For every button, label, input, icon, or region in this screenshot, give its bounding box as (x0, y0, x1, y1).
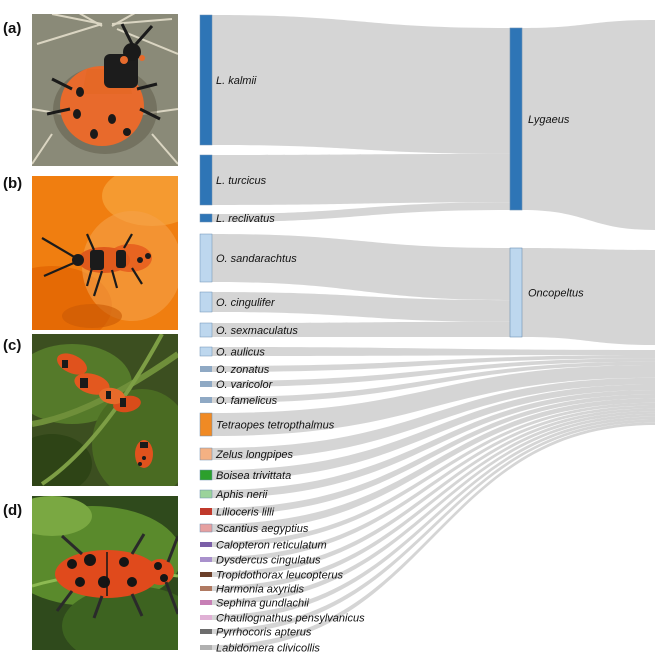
link-zelus-longpipes (212, 377, 655, 460)
node-pyrrhocoris-apterus (200, 629, 212, 634)
link-o-famelicus (212, 361, 655, 403)
link-scantius-aegyptius (212, 398, 655, 532)
link-o-aulicus (212, 347, 655, 356)
node-lilioceris-lilli (200, 508, 212, 515)
link-l-turcicus (212, 153, 510, 205)
node-calopteron-reticulatum (200, 542, 212, 547)
node-label-l-turcicus: L. turcicus (216, 175, 267, 187)
node-tropidothorax-leucopterus (200, 572, 212, 577)
node-zelus-longpipes (199, 447, 213, 461)
node-label-lilioceris-lilli: Lilioceris lilli (216, 507, 275, 519)
node-label-l-reclivatus: L. reclivatus (216, 213, 275, 225)
link-calopteron-reticulatum (212, 402, 655, 547)
node-o-sexmaculatus (199, 322, 213, 338)
node-label-tetraopes-tetropthalmus: Tetraopes tetropthalmus (216, 420, 335, 432)
link-o-cingulifer (212, 292, 510, 322)
node-label-l-kalmii: L. kalmii (216, 75, 257, 87)
node-sephina-gundlachii (200, 600, 212, 605)
link-harmonia-axyridis (212, 411, 655, 591)
node-dysdercus-cingulatus (200, 557, 212, 562)
node-label-o-sexmaculatus: O. sexmaculatus (216, 325, 298, 337)
node-tetraopes-tetropthalmus (199, 412, 213, 437)
node-label-o-famelicus: O. famelicus (216, 395, 278, 407)
panel-label-a: (a) (3, 20, 22, 37)
milkweed-bug-on-flower-photo (32, 14, 178, 166)
node-label-harmonia-axyridis: Harmonia axyridis (216, 584, 305, 596)
link-o-sexmaculatus (212, 321, 510, 337)
node-label-lygaeus: Lygaeus (528, 114, 570, 126)
node-label-o-zonatus: O. zonatus (216, 364, 270, 376)
node-label-o-sandarachtus: O. sandarachtus (216, 253, 297, 265)
link-o-varicolor (212, 358, 655, 387)
link-l-reclivatus (212, 202, 510, 222)
link-tropidothorax-leucopterus (212, 408, 655, 577)
link-dysdercus-cingulatus (212, 405, 655, 562)
link-chauliognathus-pensylvanicus (212, 416, 655, 620)
node-boisea-trivittata (199, 469, 213, 481)
node-aphis-nerii (199, 489, 213, 499)
link-aphis-nerii (212, 390, 655, 498)
link-pyrrhocoris-apterus (212, 419, 655, 634)
panel-label-c: (c) (3, 337, 22, 354)
link-lilioceris-lilli (212, 394, 655, 515)
node-o-cingulifer (199, 291, 213, 313)
link-oncopeltus-out (522, 248, 655, 345)
node-label-chauliognathus-pensylvanicus: Chauliognathus pensylvanicus (216, 613, 365, 625)
link-labidomera-clivicollis (212, 422, 655, 650)
milkweed-bugs-on-orange-flower-photo (32, 176, 178, 330)
node-label-tropidothorax-leucopterus: Tropidothorax leucopterus (216, 570, 343, 582)
node-harmonia-axyridis (200, 586, 212, 591)
node-o-famelicus (200, 397, 212, 403)
node-label-pyrrhocoris-apterus: Pyrrhocoris apterus (216, 627, 312, 639)
node-o-zonatus (200, 366, 212, 372)
link-boisea-trivittata (212, 384, 655, 480)
node-label-scantius-aegyptius: Scantius aegyptius (216, 523, 309, 535)
node-oncopeltus (509, 247, 523, 338)
node-label-labidomera-clivicollis: Labidomera clivicollis (216, 643, 320, 655)
node-o-varicolor (200, 381, 212, 387)
link-lygaeus-out (522, 20, 655, 230)
node-label-dysdercus-cingulatus: Dysdercus cingulatus (216, 555, 321, 567)
node-label-aphis-nerii: Aphis nerii (215, 489, 268, 501)
node-o-sandarachtus (199, 233, 213, 283)
link-o-zonatus (212, 355, 655, 372)
node-label-oncopeltus: Oncopeltus (528, 288, 584, 300)
link-o-sandarachtus (212, 234, 510, 301)
node-scantius-aegyptius (199, 523, 213, 533)
panel-label-b: (b) (3, 175, 23, 192)
link-l-kalmii (212, 15, 510, 154)
panel-label-d: (d) (3, 502, 23, 519)
link-tetraopes-tetropthalmus (212, 365, 655, 436)
node-label-zelus-longpipes: Zelus longpipes (215, 449, 294, 461)
milkweed-beetles-on-leaves-photo (32, 334, 178, 486)
node-label-o-cingulifer: O. cingulifer (216, 297, 276, 309)
node-l-turcicus (199, 154, 213, 206)
node-label-sephina-gundlachii: Sephina gundlachii (216, 598, 310, 610)
node-chauliognathus-pensylvanicus (200, 615, 212, 620)
node-label-calopteron-reticulatum: Calopteron reticulatum (216, 540, 327, 552)
node-label-o-aulicus: O. aulicus (216, 347, 265, 359)
node-l-reclivatus (199, 213, 213, 223)
node-o-aulicus (199, 346, 213, 357)
node-l-kalmii (199, 14, 213, 146)
link-sephina-gundlachii (212, 413, 655, 605)
node-labidomera-clivicollis (200, 645, 212, 650)
node-label-boisea-trivittata: Boisea trivittata (216, 470, 291, 482)
node-lygaeus (509, 27, 523, 211)
red-milkweed-beetle-photo (32, 496, 178, 650)
node-label-o-varicolor: O. varicolor (216, 379, 274, 391)
